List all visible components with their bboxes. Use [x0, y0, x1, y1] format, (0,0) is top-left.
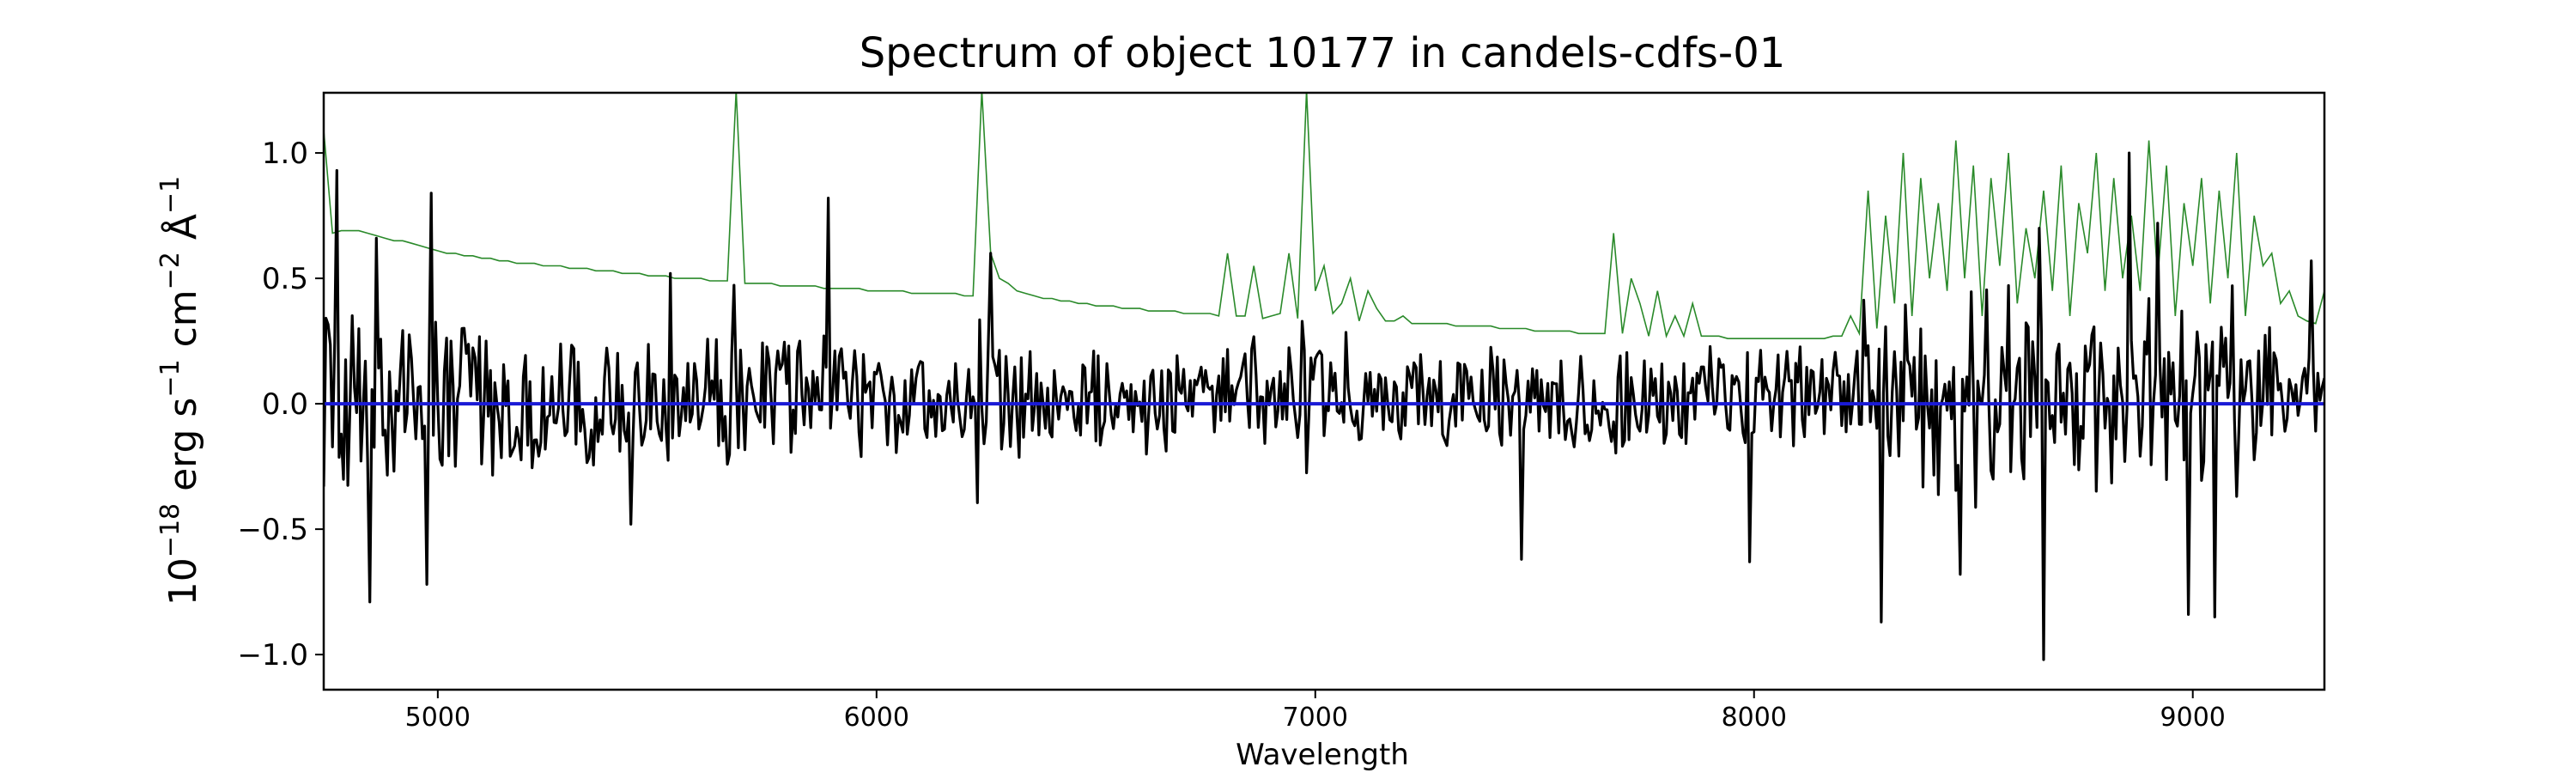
x-tick-label: 8000: [1722, 703, 1787, 733]
y-axis: 1.0 0.5 0.0 −0.5 −1.0: [237, 137, 324, 673]
y-tick-label: 0.0: [262, 387, 308, 422]
x-tick-label: 7000: [1283, 703, 1348, 733]
flux-series-line: [324, 151, 2324, 661]
y-tick-label: −1.0: [237, 638, 308, 673]
x-tick-label: 6000: [844, 703, 909, 733]
noise-series-line: [324, 93, 2324, 339]
plot-area: [322, 91, 2326, 691]
y-tick-label: −0.5: [237, 513, 308, 547]
chart-title: Spectrum of object 10177 in candels-cdfs…: [860, 29, 1786, 77]
x-axis-label: Wavelength: [1236, 738, 1409, 772]
x-tick-label: 5000: [405, 703, 471, 733]
x-axis: 5000 6000 7000 8000 9000: [405, 690, 2226, 733]
y-tick-label: 1.0: [262, 137, 308, 171]
plot-frame: [322, 91, 2326, 691]
y-axis-label: 10−18 erg s−1 cm−2 Å−1: [155, 176, 205, 606]
y-tick-label: 0.5: [262, 262, 308, 296]
x-tick-label: 9000: [2160, 703, 2226, 733]
